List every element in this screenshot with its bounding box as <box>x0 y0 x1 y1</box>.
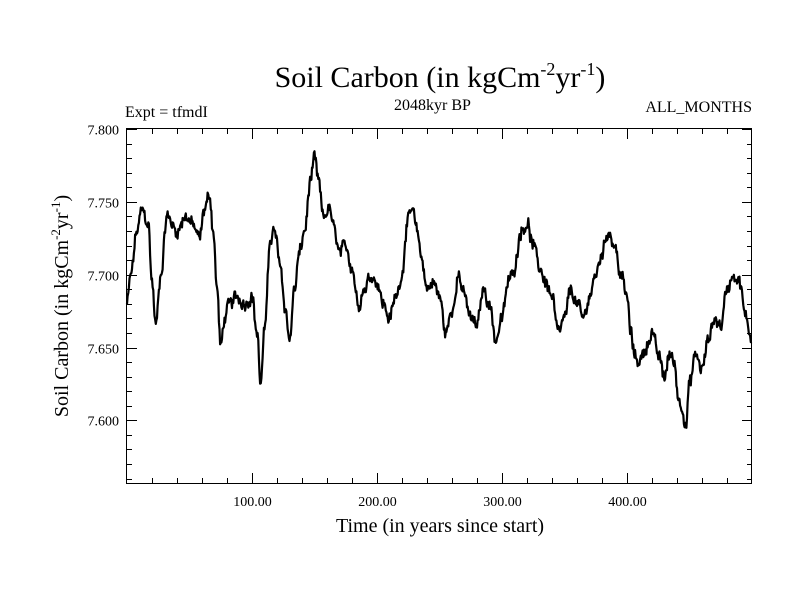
period-label: ALL_MONTHS <box>645 99 752 116</box>
chart-title: Soil Carbon (in kgCm-2yr-1) <box>275 59 606 94</box>
x-tick-label: 200.00 <box>358 495 397 510</box>
chart-subtitle: 2048kyr BP <box>394 97 471 114</box>
axis-ticks <box>127 129 752 483</box>
tick-labels: 100.00 200.00 300.00 400.00 7.600 7.650 7.700 7… <box>88 124 647 511</box>
experiment-label: Expt = tfmdI <box>125 104 208 121</box>
y-tick-label: 7.650 <box>88 343 120 358</box>
x-tick-label: 100.00 <box>233 495 272 510</box>
y-tick-label: 7.800 <box>88 124 120 139</box>
y-tick-label: 7.700 <box>88 270 120 285</box>
y-axis-title: Soil Carbon (in kgCm-2yr-1) <box>48 195 73 417</box>
x-tick-label: 300.00 <box>483 495 522 510</box>
plot-frame <box>126 128 752 484</box>
x-axis-title: Time (in years since start) <box>336 515 544 537</box>
series-line-soil-carbon <box>125 150 753 429</box>
y-tick-label: 7.750 <box>88 197 120 212</box>
y-tick-label: 7.600 <box>88 415 120 430</box>
x-tick-label: 400.00 <box>608 495 647 510</box>
